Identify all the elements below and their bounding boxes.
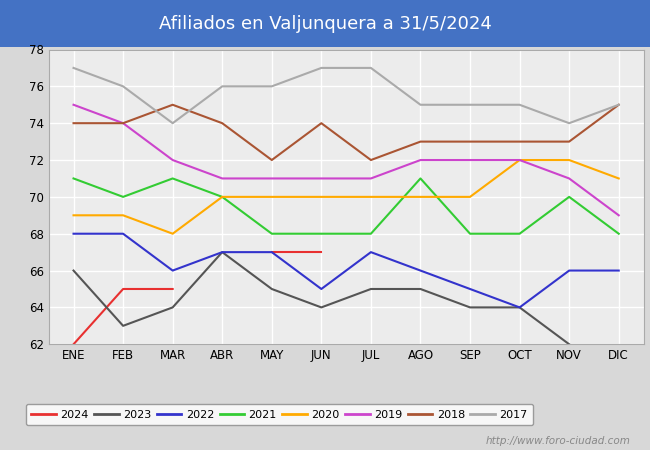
Text: http://www.foro-ciudad.com: http://www.foro-ciudad.com xyxy=(486,436,630,446)
Text: Afiliados en Valjunquera a 31/5/2024: Afiliados en Valjunquera a 31/5/2024 xyxy=(159,14,491,33)
Legend: 2024, 2023, 2022, 2021, 2020, 2019, 2018, 2017: 2024, 2023, 2022, 2021, 2020, 2019, 2018… xyxy=(26,404,533,425)
